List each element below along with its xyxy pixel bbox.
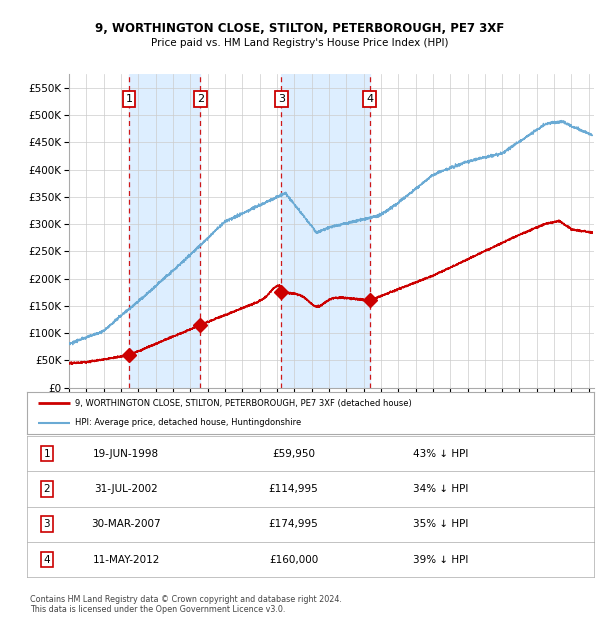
Bar <box>281 74 370 388</box>
Text: £174,995: £174,995 <box>269 519 319 529</box>
Text: HPI: Average price, detached house, Huntingdonshire: HPI: Average price, detached house, Hunt… <box>75 418 301 427</box>
Text: £160,000: £160,000 <box>269 554 318 565</box>
Bar <box>571 74 594 388</box>
Text: 2: 2 <box>197 94 204 104</box>
Text: 4: 4 <box>44 554 50 565</box>
Text: 3: 3 <box>278 94 285 104</box>
Text: 31-JUL-2002: 31-JUL-2002 <box>94 484 158 494</box>
Text: 4: 4 <box>366 94 373 104</box>
Text: 2: 2 <box>44 484 50 494</box>
Text: 43% ↓ HPI: 43% ↓ HPI <box>413 448 469 459</box>
Text: 9, WORTHINGTON CLOSE, STILTON, PETERBOROUGH, PE7 3XF: 9, WORTHINGTON CLOSE, STILTON, PETERBORO… <box>95 22 505 35</box>
Text: 19-JUN-1998: 19-JUN-1998 <box>93 448 159 459</box>
Text: 1: 1 <box>125 94 133 104</box>
Text: 35% ↓ HPI: 35% ↓ HPI <box>413 519 469 529</box>
Text: 34% ↓ HPI: 34% ↓ HPI <box>413 484 469 494</box>
Text: 11-MAY-2012: 11-MAY-2012 <box>92 554 160 565</box>
Text: Price paid vs. HM Land Registry's House Price Index (HPI): Price paid vs. HM Land Registry's House … <box>151 38 449 48</box>
Text: 30-MAR-2007: 30-MAR-2007 <box>91 519 161 529</box>
Text: 1: 1 <box>44 448 50 459</box>
Text: 39% ↓ HPI: 39% ↓ HPI <box>413 554 469 565</box>
Text: Contains HM Land Registry data © Crown copyright and database right 2024.
This d: Contains HM Land Registry data © Crown c… <box>30 595 342 614</box>
Bar <box>571 74 594 388</box>
Text: £59,950: £59,950 <box>272 448 315 459</box>
Text: £114,995: £114,995 <box>269 484 319 494</box>
Text: 3: 3 <box>44 519 50 529</box>
Text: 9, WORTHINGTON CLOSE, STILTON, PETERBOROUGH, PE7 3XF (detached house): 9, WORTHINGTON CLOSE, STILTON, PETERBORO… <box>75 399 412 408</box>
Bar <box>129 74 200 388</box>
